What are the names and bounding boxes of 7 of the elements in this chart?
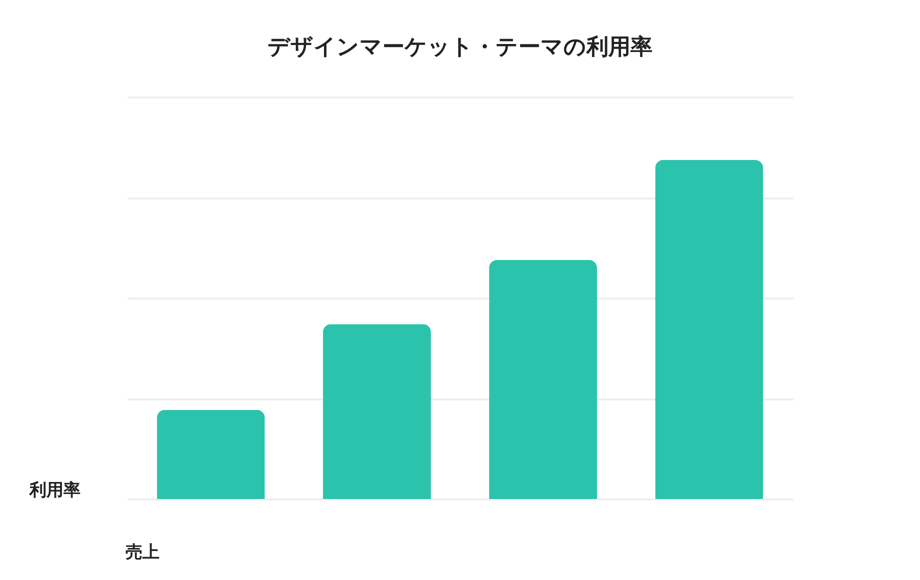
chart-title: デザインマーケット・テーマの利用率 [268,34,652,60]
bar [322,324,431,499]
bar [489,260,598,499]
bar [655,160,764,499]
x-axis-title: 売上 [126,542,160,562]
y-axis-title: 利用率 [28,480,80,500]
bar [156,410,265,499]
